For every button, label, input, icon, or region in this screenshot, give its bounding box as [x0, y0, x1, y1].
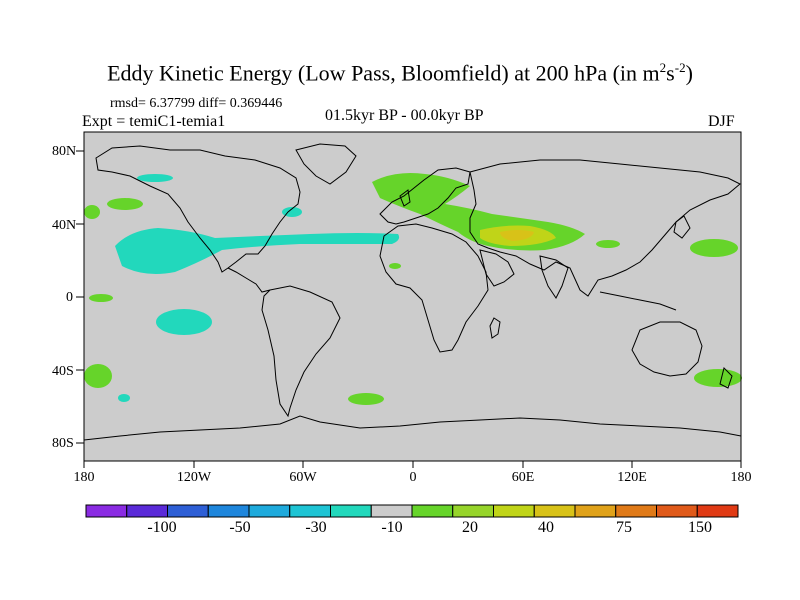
coast-new-zealand: [719, 367, 733, 389]
colorbar-swatch: [411, 504, 454, 518]
cyan-region-south-pacific-small: [118, 394, 130, 402]
lon-label-180w: 180: [73, 470, 95, 485]
cyan-region-north-pacific-high: [137, 174, 173, 182]
coast-uk: [399, 189, 411, 207]
colorbar-swatch: [289, 504, 331, 518]
colorbar-swatch: [493, 504, 535, 518]
colorbar-label-minus50: -50: [229, 519, 251, 536]
lat-label-80s: 80S: [52, 436, 74, 451]
green-region-china: [596, 240, 620, 248]
season-label: DJF: [708, 113, 735, 130]
colorbar-label-150: 150: [688, 519, 712, 536]
colorbar: [85, 504, 739, 518]
lat-label-80n: 80N: [52, 144, 77, 159]
cyan-region-gulf: [282, 207, 302, 217]
colorbar-swatch: [533, 504, 576, 518]
colorbar-swatch: [615, 504, 657, 518]
coast-central-america: [227, 267, 271, 293]
coast-asia: [469, 159, 741, 297]
colorbar-swatch: [696, 504, 739, 518]
lat-label-40n: 40N: [52, 218, 77, 233]
coastlines: [83, 143, 742, 441]
plot-title: Eddy Kinetic Energy (Low Pass, Bloomfiel…: [107, 60, 693, 86]
colorbar-swatch: [126, 504, 168, 518]
colorbar-swatch: [370, 504, 413, 518]
green-region-tasman: [694, 369, 742, 387]
coast-greenland: [295, 143, 357, 185]
colorbar-swatch: [656, 504, 698, 518]
coast-arabia: [479, 249, 515, 287]
axis-ticks: [76, 150, 742, 468]
coast-australia: [631, 321, 703, 377]
colorbar-label-20: 20: [462, 519, 478, 536]
green-region-southern-ocean: [348, 393, 384, 405]
green-region-north-pacific: [107, 198, 143, 210]
green-region-date-line: [84, 205, 100, 219]
orange-core-asia: [500, 230, 534, 241]
colorbar-swatch: [85, 504, 128, 518]
lat-label-40s: 40S: [52, 364, 74, 379]
lon-label-0: 0: [409, 470, 417, 485]
colorbar-swatch: [452, 504, 494, 518]
lon-label-120e: 120E: [617, 470, 647, 485]
coast-indonesia: [599, 291, 677, 311]
coast-north-america: [95, 145, 301, 273]
green-region-west-pacific: [690, 239, 738, 257]
cyan-region-south-pacific: [156, 309, 212, 335]
colorbar-swatch: [574, 504, 617, 518]
colorbar-label-minus30: -30: [305, 519, 327, 536]
colorbar-swatch: [207, 504, 250, 518]
coast-japan: [673, 215, 691, 239]
cyan-region-pacific-atlantic: [115, 228, 400, 274]
positive-anomaly-regions: [84, 173, 742, 405]
colorbar-label-75: 75: [616, 519, 632, 536]
coast-antarctica: [83, 415, 742, 441]
colorbar-label-minus100: -100: [147, 519, 177, 536]
lon-label-120w: 120W: [176, 470, 212, 485]
lon-label-60e: 60E: [511, 470, 535, 485]
coast-india: [539, 255, 569, 299]
green-region-atlantic-small: [389, 263, 401, 269]
lon-label-60w: 60W: [289, 470, 317, 485]
period-label: 01.5kyr BP - 00.0kyr BP: [325, 107, 484, 124]
lon-label-180e: 180: [730, 470, 752, 485]
colorbar-label-minus10: -10: [381, 519, 403, 536]
coast-europe: [379, 167, 471, 225]
colorbar-swatch: [330, 504, 372, 518]
coast-africa: [379, 223, 489, 353]
coast-south-america: [261, 285, 341, 418]
green-region-tropical-pacific: [89, 294, 113, 302]
green-region-south-pacific: [84, 364, 112, 388]
colorbar-swatch: [248, 504, 291, 518]
lat-label-0: 0: [66, 290, 73, 305]
experiment-label: Expt = temiC1-temia1: [82, 113, 226, 130]
coast-madagascar: [489, 317, 501, 339]
negative-anomaly-regions: [115, 174, 400, 402]
colorbar-label-40: 40: [538, 519, 554, 536]
stats-text: rmsd= 6.37799 diff= 0.369446: [110, 96, 283, 111]
colorbar-swatch: [167, 504, 209, 518]
